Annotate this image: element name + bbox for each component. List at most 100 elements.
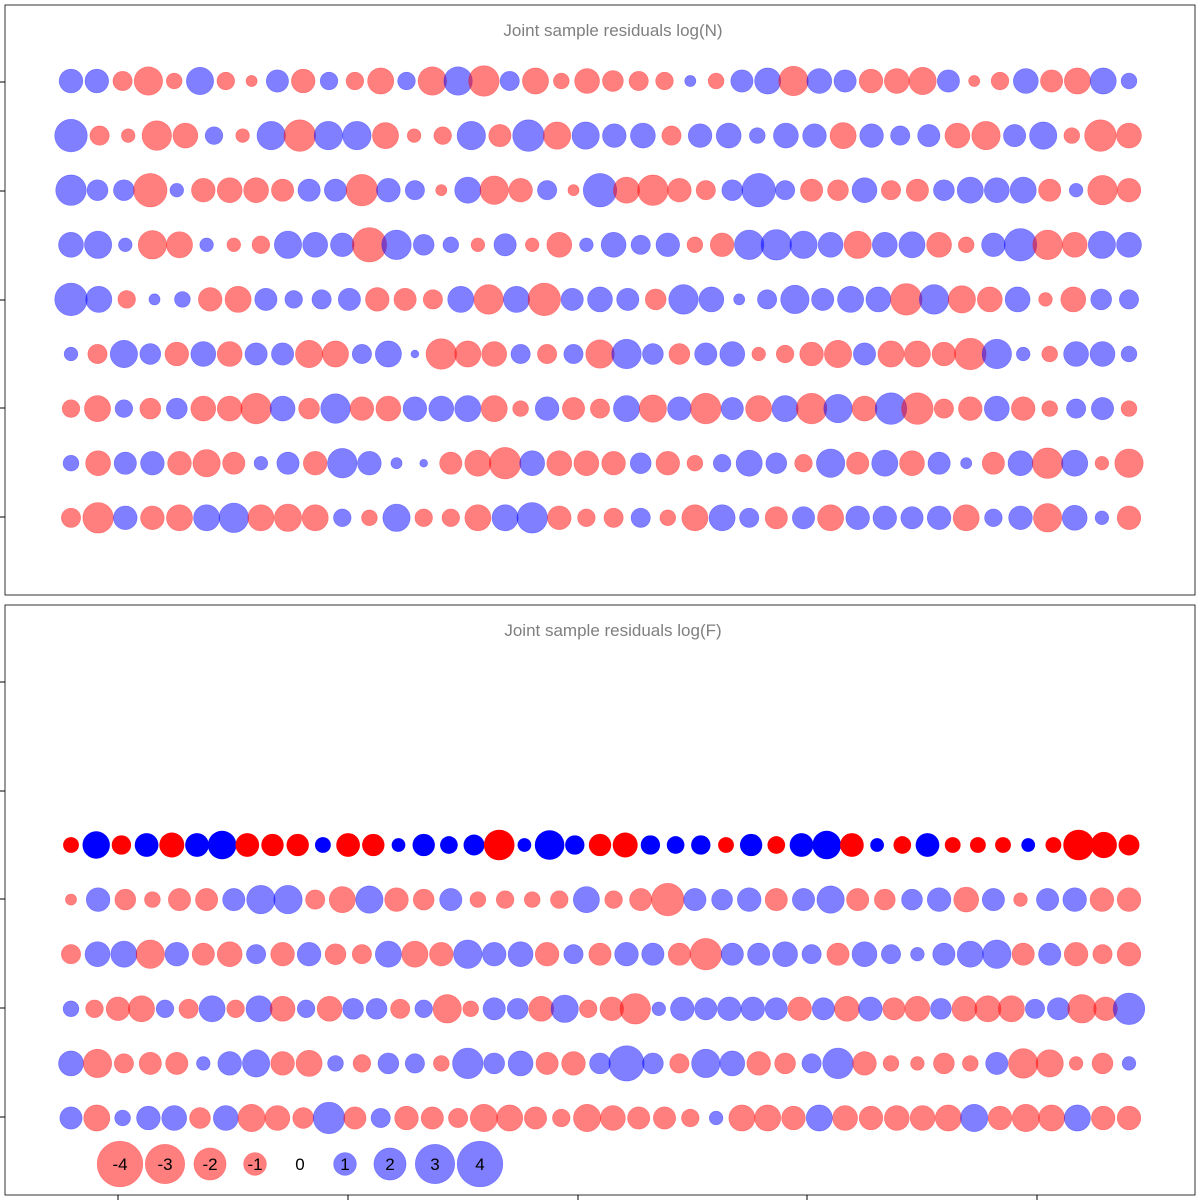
- top-bubble: [320, 393, 351, 424]
- bottom-bubble: [270, 1051, 295, 1076]
- top-bubble: [1041, 400, 1058, 417]
- top-bubble: [668, 284, 699, 315]
- bottom-bubble: [429, 942, 454, 967]
- bottom-bubble: [270, 942, 295, 967]
- top-bubble: [890, 283, 923, 316]
- bottom-bubble: [242, 1049, 271, 1078]
- top-bubble: [224, 285, 252, 313]
- bottom-bubble: [391, 838, 406, 852]
- bottom-bubble: [534, 942, 560, 967]
- bottom-bubble: [801, 944, 822, 965]
- top-bubble: [55, 174, 87, 206]
- bottom-bubble: [207, 830, 237, 860]
- top-bubble: [327, 448, 358, 479]
- top-bubble: [274, 503, 302, 532]
- top-bubble: [297, 178, 321, 202]
- top-bubble: [655, 232, 680, 257]
- top-bubble: [345, 174, 379, 207]
- top-bubble: [659, 509, 677, 527]
- bottom-bubble: [588, 833, 612, 857]
- top-bubble: [117, 290, 136, 309]
- top-bubble: [695, 180, 716, 201]
- bottom-bubble: [343, 1106, 367, 1130]
- top-bubble: [709, 232, 735, 257]
- top-bubble: [976, 286, 1003, 313]
- top-bubble: [284, 290, 303, 309]
- bottom-bubble: [754, 1104, 782, 1132]
- bottom-bubble: [1063, 1104, 1091, 1132]
- bottom-bubble: [1045, 837, 1062, 853]
- bottom-panel-y-ticks: [0, 681, 5, 1118]
- top-bubble: [114, 399, 134, 418]
- bottom-panel-title: Joint sample residuals log(F): [504, 621, 721, 640]
- top-bubble: [630, 507, 651, 528]
- top-bubble: [447, 285, 475, 313]
- bottom-bubble: [653, 1106, 676, 1130]
- top-bubble: [508, 178, 533, 203]
- top-bubble: [404, 180, 425, 201]
- bottom-bubble: [328, 886, 356, 914]
- top-bubble: [192, 449, 221, 478]
- top-bubble: [464, 449, 492, 477]
- top-bubble: [247, 504, 275, 532]
- top-bubble: [851, 395, 878, 422]
- bottom-bubble: [412, 833, 435, 857]
- legend-label: -1: [247, 1155, 262, 1174]
- bottom-bubble: [198, 995, 226, 1023]
- top-bubble: [464, 504, 492, 532]
- top-bubble: [112, 71, 133, 91]
- bottom-bubble: [561, 1051, 586, 1076]
- top-bubble: [488, 447, 522, 480]
- top-bubble: [690, 392, 722, 425]
- top-bubble: [442, 236, 460, 254]
- top-bubble: [439, 451, 463, 475]
- top-bubble: [833, 69, 857, 93]
- bottom-bubble: [670, 996, 695, 1021]
- top-bubble: [751, 346, 766, 362]
- bottom-bubble: [683, 888, 707, 912]
- top-bubble: [165, 72, 183, 90]
- top-bubble: [806, 68, 833, 94]
- bottom-bubble: [720, 942, 744, 966]
- bottom-bubble: [1089, 887, 1115, 912]
- top-bubble: [456, 121, 486, 151]
- bottom-bubble: [651, 1001, 666, 1016]
- bottom-panel: Joint sample residuals log(F) -4 -3 -2 -1 0 1…: [0, 604, 1196, 1200]
- bottom-bubble: [956, 940, 984, 968]
- bottom-bubble: [805, 1104, 833, 1132]
- top-bubble: [684, 75, 697, 87]
- legend-bubble: [144, 1143, 186, 1185]
- bottom-bubble: [195, 888, 219, 912]
- top-bubble: [324, 178, 347, 202]
- bottom-bubble: [355, 885, 384, 914]
- top-bubble: [414, 508, 433, 527]
- top-bubble: [243, 177, 269, 203]
- top-bubble: [251, 235, 271, 254]
- bottom-bubble: [604, 890, 623, 909]
- top-bubble: [603, 507, 624, 528]
- top-bubble: [903, 340, 931, 368]
- top-bubble: [1114, 448, 1144, 478]
- top-bubble: [381, 229, 412, 260]
- top-bubble: [775, 344, 795, 364]
- bottom-bubble: [1021, 838, 1036, 852]
- top-bubble: [984, 508, 1003, 527]
- legend-label: 3: [430, 1155, 439, 1174]
- top-bubble: [1038, 178, 1062, 202]
- top-bubble: [708, 504, 736, 532]
- bottom-bubble: [196, 1056, 211, 1071]
- top-bubble: [1040, 69, 1064, 93]
- legend-label: -2: [202, 1155, 217, 1174]
- bottom-bubble: [216, 941, 243, 968]
- top-bubble: [628, 71, 649, 91]
- top-bubble: [113, 451, 137, 475]
- top-bubble: [933, 398, 954, 419]
- bottom-bubble: [764, 997, 788, 1021]
- bottom-bubble: [792, 888, 815, 912]
- top-bubble: [871, 449, 899, 477]
- top-bubble: [322, 340, 349, 368]
- top-bubble: [816, 448, 846, 478]
- top-bubble: [655, 71, 674, 91]
- bottom-bubble: [691, 1048, 721, 1078]
- legend-label: 0: [295, 1155, 304, 1174]
